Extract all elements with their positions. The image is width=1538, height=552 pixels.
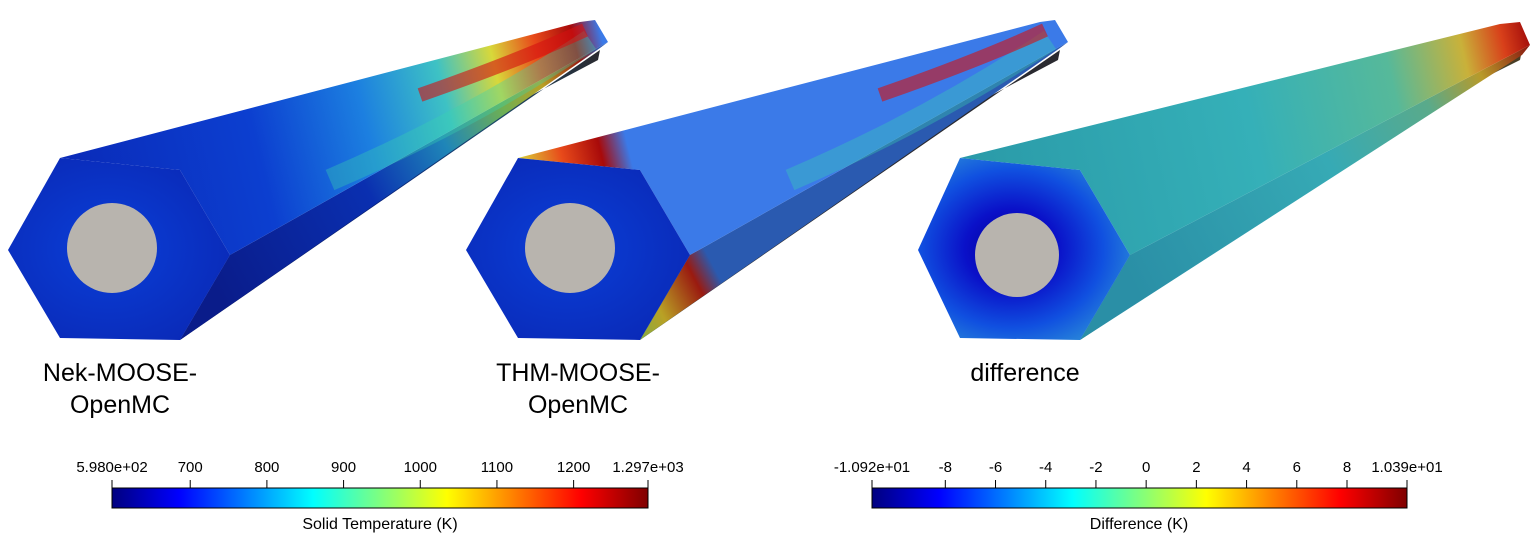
fuel-pellet — [525, 203, 615, 293]
label-line: Nek-MOOSE- — [42, 359, 198, 387]
panel-label-difference: difference — [940, 357, 1110, 389]
rod-bottom-face — [640, 50, 1060, 340]
colorbar-tick-label: 5.980e+02 — [76, 459, 148, 476]
colorbar-tick-label: -8 — [938, 459, 952, 476]
colorbar-tick-label: 0 — [1141, 459, 1151, 476]
colorbar-tick-label: 1100 — [480, 459, 514, 476]
colorbar-tick-label: 700 — [177, 459, 203, 476]
rod-side-face — [640, 42, 1068, 340]
panel-label-nek: Nek-MOOSE- OpenMC — [20, 357, 220, 421]
colorbar-tick-label: 800 — [254, 459, 280, 476]
colorbar-tick-label: -2 — [1089, 459, 1103, 476]
rod-top-face — [960, 22, 1530, 255]
colorbar-gradient — [111, 487, 649, 509]
colorbar-tick-label: 1000 — [403, 459, 437, 476]
colorbar-tick-label: -1.092e+01 — [833, 459, 911, 476]
colorbar-tick-label: 1.297e+03 — [612, 459, 684, 476]
rod-side-face — [1080, 45, 1530, 340]
label-line: OpenMC — [69, 391, 171, 419]
panel-label-thm: THM-MOOSE- OpenMC — [478, 357, 678, 421]
colorbar-gradient — [871, 487, 1408, 509]
colorbar-tick-label: 2 — [1192, 459, 1201, 476]
rod-model-difference — [918, 22, 1530, 340]
colorbar-title-temperature: Solid Temperature (K) — [302, 516, 458, 533]
label-line: difference — [970, 359, 1080, 387]
rod-model-nek — [8, 20, 608, 340]
rod-bottom-face — [180, 50, 600, 340]
rod-side-face — [180, 42, 608, 340]
colorbar-title-difference: Difference (K) — [1089, 516, 1189, 533]
fuel-pellet — [975, 213, 1059, 297]
colorbar-tick-label: 4 — [1242, 459, 1251, 476]
colorbar-tick-label: -6 — [988, 459, 1003, 476]
colorbar-tick-label: 900 — [331, 459, 357, 476]
colorbar-temperature — [111, 480, 649, 509]
colorbar-tick-label: 1200 — [556, 459, 591, 476]
label-line: THM-MOOSE- — [496, 359, 660, 387]
colorbar-tick-label: -4 — [1039, 459, 1053, 476]
colorbar-difference — [871, 480, 1408, 509]
label-line: OpenMC — [527, 391, 629, 419]
colorbar-tick-label: 6 — [1292, 459, 1301, 476]
colorbar-tick-label: 1.039e+01 — [1371, 459, 1443, 476]
rod-model-thm — [466, 20, 1068, 340]
fuel-pellet — [67, 203, 157, 293]
colorbar-tick-label: 8 — [1342, 459, 1352, 476]
